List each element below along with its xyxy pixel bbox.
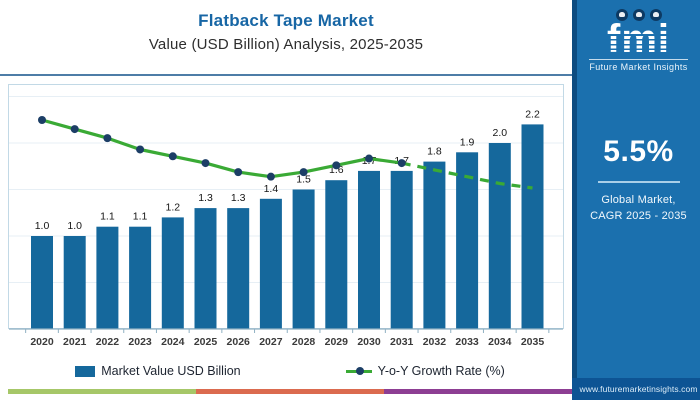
growth-point-2024: [168, 152, 177, 161]
bar-label-2034: 2.0: [492, 127, 507, 139]
accent-strip: [8, 389, 572, 394]
cagr-value: 5.5%: [603, 135, 674, 168]
growth-point-2026: [234, 168, 243, 177]
bar-2027: [259, 198, 282, 329]
growth-point-2027: [266, 172, 275, 181]
logo-wordmark: fmi: [603, 19, 674, 59]
chart-area: 1.01.01.11.11.21.31.31.41.51.61.71.71.81…: [8, 84, 568, 350]
x-label-2031: 2031: [390, 336, 414, 348]
bar-2029: [325, 180, 348, 329]
plot-border: [8, 84, 564, 329]
line-swatch-icon: [345, 367, 372, 375]
cagr-label: Global Market, CAGR 2025 - 2035: [577, 193, 700, 225]
growth-line-solid: [41, 118, 402, 179]
bar-2021: [63, 236, 86, 329]
page-title: Flatback Tape Market: [198, 11, 374, 30]
growth-line-dashed-forecast: [401, 161, 533, 190]
bar-2028: [292, 189, 315, 329]
line-marker-icon: [355, 367, 364, 375]
bar-2030: [358, 170, 380, 329]
handshake-icon: [615, 9, 628, 21]
growth-point-2025: [201, 159, 210, 168]
legend-label-bars: Market Value USD Billion: [101, 364, 241, 378]
bar-2022: [96, 226, 119, 329]
bar-label-2027: 1.4: [264, 183, 279, 195]
page-subtitle: Value (USD Billion) Analysis, 2025-2035: [148, 36, 424, 53]
globe-search-icon: [632, 9, 645, 21]
bar-label-2025: 1.3: [198, 192, 213, 204]
x-label-2035: 2035: [521, 336, 545, 348]
x-label-2027: 2027: [259, 336, 283, 348]
bar-2033: [456, 152, 479, 329]
x-label-2020: 2020: [30, 336, 54, 348]
x-label-2023: 2023: [128, 336, 152, 348]
bar-label-2032: 1.8: [427, 146, 442, 158]
growth-point-2023: [136, 145, 145, 154]
bar-2032: [423, 161, 446, 329]
bar-label-2035: 2.2: [525, 108, 540, 120]
bar-label-2026: 1.3: [231, 192, 246, 204]
growth-point-2022: [103, 134, 112, 143]
legend-item-line: Y-o-Y Growth Rate (%): [345, 364, 505, 378]
bar-label-2023: 1.1: [133, 211, 148, 223]
bar-2034: [488, 143, 511, 329]
bar-2026: [227, 208, 250, 329]
chart-legend: Market Value USD Billion Y-o-Y Growth Ra…: [8, 358, 572, 384]
accent-segment-green: [8, 389, 196, 394]
bar-2025: [194, 208, 217, 329]
bar-label-2020: 1.0: [35, 220, 50, 232]
accent-segment-purple: [384, 389, 572, 394]
sidebar: fmi Future Market Insights 5.5% Global M…: [572, 0, 700, 400]
growth-point-2029: [332, 161, 341, 170]
bar-2035: [521, 124, 544, 330]
bar-label-2024: 1.2: [165, 201, 180, 213]
x-label-2033: 2033: [455, 336, 479, 348]
logo-icon-row: [577, 9, 700, 21]
x-label-2034: 2034: [488, 336, 512, 348]
logo-stripes-decoration: [603, 31, 674, 52]
growth-point-2030: [365, 154, 373, 163]
x-label-2029: 2029: [325, 336, 349, 348]
legend-item-bars: Market Value USD Billion: [75, 364, 241, 378]
bar-label-2028: 1.5: [296, 174, 311, 186]
bar-2024: [161, 217, 184, 329]
bar-2023: [129, 226, 152, 329]
chart-header: Flatback Tape Market Value (USD Billion)…: [0, 0, 572, 76]
growth-point-2021: [70, 125, 79, 134]
growth-point-2020: [38, 116, 46, 124]
x-label-2026: 2026: [227, 336, 251, 348]
x-label-2032: 2032: [423, 336, 447, 348]
bar-label-2022: 1.1: [100, 211, 115, 223]
bar-line-chart: 1.01.01.11.11.21.31.31.41.51.61.71.71.81…: [8, 84, 564, 348]
cagr-label-line2: CAGR 2025 - 2035: [590, 209, 687, 222]
bar-label-2021: 1.0: [67, 220, 82, 232]
x-label-2030: 2030: [357, 336, 381, 348]
legend-label-line: Y-o-Y Growth Rate (%): [377, 364, 505, 378]
bar-2031: [390, 170, 413, 329]
growth-point-2028: [299, 168, 308, 177]
bar-label-2033: 1.9: [460, 136, 475, 148]
x-label-2025: 2025: [194, 336, 218, 348]
bar-swatch-icon: [75, 365, 96, 377]
x-label-2028: 2028: [292, 336, 316, 348]
cagr-label-line1: Global Market,: [601, 194, 676, 206]
stat-divider: [597, 181, 680, 183]
x-label-2024: 2024: [161, 336, 185, 348]
x-label-2022: 2022: [96, 336, 120, 348]
website-link[interactable]: www.futuremarketinsights.com: [572, 378, 700, 400]
x-label-2021: 2021: [63, 336, 87, 348]
cagr-stat: 5.5% Global Market, CAGR 2025 - 2035: [577, 135, 700, 225]
person-icon: [649, 9, 662, 21]
accent-segment-orange: [196, 389, 384, 394]
growth-point-2031: [397, 159, 406, 168]
logo-tagline: Future Market Insights: [589, 59, 688, 72]
fmi-logo: fmi Future Market Insights: [577, 0, 700, 75]
bar-2020: [31, 236, 53, 329]
